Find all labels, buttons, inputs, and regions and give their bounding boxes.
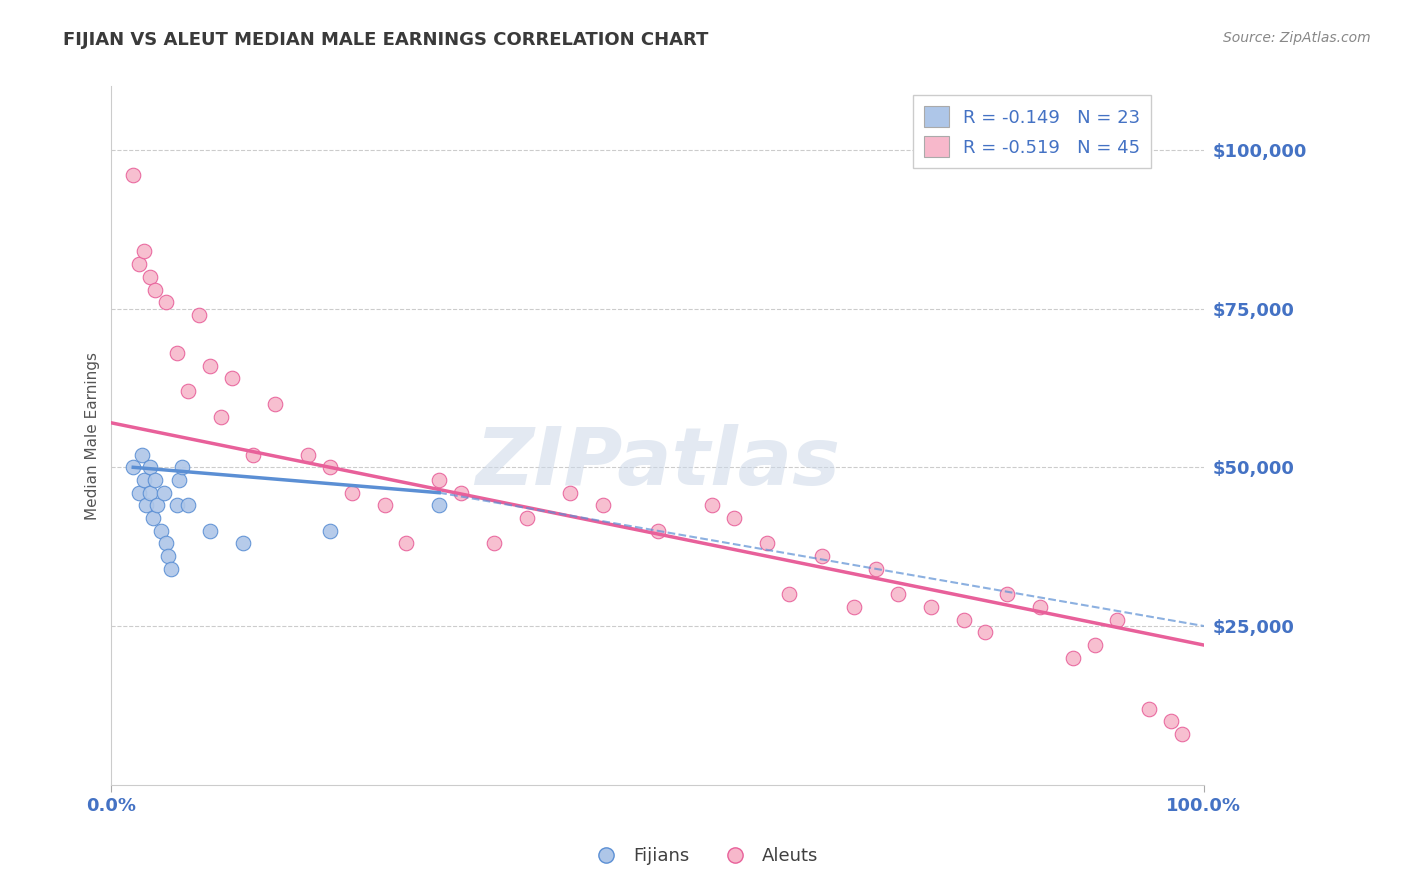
Point	[155, 536, 177, 550]
Point	[198, 524, 221, 538]
Point	[143, 473, 166, 487]
Text: ZIPatlas: ZIPatlas	[475, 425, 841, 502]
Point	[138, 460, 160, 475]
Point	[172, 460, 194, 475]
Point	[221, 371, 243, 385]
Point	[810, 549, 832, 564]
Point	[131, 448, 153, 462]
Point	[138, 269, 160, 284]
Point	[122, 168, 145, 182]
Point	[242, 448, 264, 462]
Point	[1105, 613, 1128, 627]
Point	[157, 549, 180, 564]
Point	[128, 257, 150, 271]
Point	[952, 613, 974, 627]
Point	[647, 524, 669, 538]
Point	[1062, 650, 1084, 665]
Point	[264, 397, 287, 411]
Point	[865, 562, 887, 576]
Point	[149, 524, 172, 538]
Point	[1137, 701, 1160, 715]
Y-axis label: Median Male Earnings: Median Male Earnings	[86, 351, 100, 519]
Point	[160, 562, 183, 576]
Point	[778, 587, 800, 601]
Point	[374, 499, 396, 513]
Point	[844, 599, 866, 614]
Point	[231, 536, 253, 550]
Point	[755, 536, 778, 550]
Point	[128, 485, 150, 500]
Point	[395, 536, 418, 550]
Point	[138, 485, 160, 500]
Point	[297, 448, 319, 462]
Point	[319, 460, 342, 475]
Legend: R = -0.149   N = 23, R = -0.519   N = 45: R = -0.149 N = 23, R = -0.519 N = 45	[912, 95, 1152, 168]
Point	[134, 473, 156, 487]
Point	[187, 308, 209, 322]
Point	[166, 499, 188, 513]
Point	[134, 244, 156, 259]
Point	[450, 485, 472, 500]
Point	[887, 587, 910, 601]
Point	[995, 587, 1018, 601]
Point	[146, 499, 169, 513]
Point	[723, 511, 745, 525]
Point	[592, 499, 614, 513]
Point	[560, 485, 582, 500]
Point	[135, 499, 157, 513]
Point	[198, 359, 221, 373]
Point	[166, 346, 188, 360]
Point	[427, 499, 450, 513]
Point	[155, 295, 177, 310]
Point	[1171, 727, 1194, 741]
Point	[122, 460, 145, 475]
Point	[209, 409, 232, 424]
Point	[920, 599, 942, 614]
Point	[1029, 599, 1052, 614]
Point	[319, 524, 342, 538]
Point	[177, 499, 200, 513]
Point	[974, 625, 997, 640]
Text: Source: ZipAtlas.com: Source: ZipAtlas.com	[1223, 31, 1371, 45]
Point	[142, 511, 165, 525]
Point	[482, 536, 505, 550]
Point	[702, 499, 724, 513]
Point	[177, 384, 200, 398]
Point	[427, 473, 450, 487]
Point	[153, 485, 176, 500]
Point	[516, 511, 538, 525]
Point	[1160, 714, 1182, 729]
Legend: Fijians, Aleuts: Fijians, Aleuts	[581, 840, 825, 872]
Point	[1084, 638, 1107, 652]
Text: FIJIAN VS ALEUT MEDIAN MALE EARNINGS CORRELATION CHART: FIJIAN VS ALEUT MEDIAN MALE EARNINGS COR…	[63, 31, 709, 49]
Point	[167, 473, 190, 487]
Point	[340, 485, 363, 500]
Point	[143, 283, 166, 297]
